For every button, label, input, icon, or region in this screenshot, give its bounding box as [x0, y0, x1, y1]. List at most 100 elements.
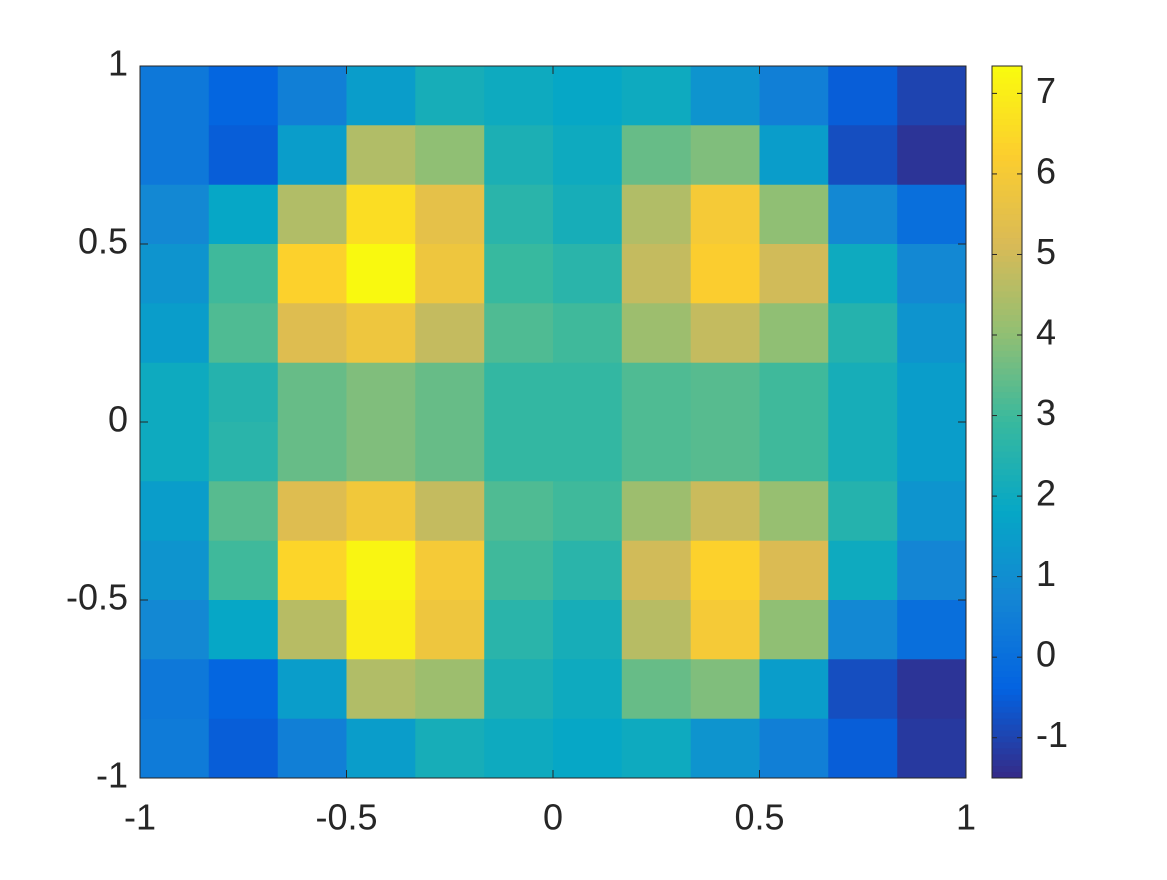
heatmap-cell: [277, 66, 347, 126]
heatmap-cell: [140, 422, 210, 482]
colorbar-segment: [992, 653, 1022, 660]
x-tick-label: 0.5: [734, 797, 784, 838]
colorbar-tick-label: 4: [1036, 312, 1056, 353]
colorbar-segment: [992, 641, 1022, 648]
heatmap-cell: [277, 600, 347, 660]
heatmap-cell: [828, 481, 898, 542]
colorbar-segment: [992, 422, 1022, 429]
colorbar-segment: [992, 202, 1022, 209]
colorbar-segment: [992, 582, 1022, 589]
heatmap-cell: [208, 125, 279, 186]
heatmap-cell: [897, 303, 967, 364]
colorbar-segment: [992, 172, 1022, 180]
heatmap-cell: [553, 422, 623, 482]
colorbar-segment: [992, 321, 1022, 328]
heatmap-cell: [897, 184, 967, 245]
heatmap-cell: [277, 422, 347, 482]
colorbar-segment: [992, 356, 1022, 364]
colorbar-segment: [992, 516, 1022, 524]
colorbar-segment: [992, 712, 1022, 720]
colorbar-segment: [992, 344, 1022, 352]
colorbar-segment: [992, 487, 1022, 494]
axes: -1 -0.5 0 0.5 1 -1 -0.5 0 0.5 1: [66, 43, 976, 838]
heatmap-cell: [208, 659, 279, 720]
heatmap-cell: [484, 659, 554, 720]
heatmap-cell: [277, 184, 347, 245]
heatmap-cell: [690, 362, 760, 423]
heatmap-cell: [553, 659, 623, 720]
heatmap-cell: [759, 600, 829, 660]
heatmap-cell: [828, 540, 898, 601]
heatmap-cell: [897, 481, 967, 542]
heatmap-cell: [415, 184, 485, 245]
colorbar-segment: [992, 718, 1022, 726]
colorbar-tick-label: 6: [1036, 150, 1056, 191]
colorbar-segment: [992, 303, 1022, 310]
colorbar-segment: [992, 101, 1022, 109]
heatmap-cell: [828, 125, 898, 186]
colorbar-segment: [992, 469, 1022, 476]
colorbar-segment: [992, 249, 1022, 257]
colorbar-segment: [992, 107, 1022, 114]
colorbar-tick-label: 0: [1036, 634, 1056, 675]
heatmap-cell: [208, 718, 279, 779]
colorbar-segment: [992, 71, 1022, 79]
colorbar-segment: [992, 570, 1022, 577]
heatmap-cell: [140, 184, 210, 245]
colorbar-segment: [992, 83, 1022, 91]
heatmap-cell: [621, 718, 692, 779]
heatmap-cell: [828, 184, 898, 245]
heatmap-cell: [897, 66, 967, 126]
heatmap-cell: [415, 303, 485, 364]
colorbar-segment: [992, 552, 1022, 559]
heatmap-cell: [346, 481, 416, 542]
heatmap-cell: [621, 66, 692, 126]
heatmap: [140, 66, 967, 779]
colorbar-tick-label: 3: [1036, 392, 1056, 433]
heatmap-cell: [553, 600, 623, 660]
colorbar-segment: [992, 404, 1022, 411]
heatmap-cell: [346, 540, 416, 601]
heatmap-cell: [415, 244, 485, 304]
colorbar-segment: [992, 457, 1022, 465]
heatmap-cell: [415, 659, 485, 720]
heatmap-cell: [690, 540, 760, 601]
heatmap-cell: [484, 125, 554, 186]
heatmap-cell: [140, 66, 210, 126]
colorbar-segment: [992, 89, 1022, 97]
colorbar-segment: [992, 297, 1022, 304]
heatmap-cell: [208, 540, 279, 601]
colorbar-segment: [992, 594, 1022, 601]
heatmap-cell: [621, 600, 692, 660]
heatmap-cell: [140, 659, 210, 720]
colorbar-segment: [992, 77, 1022, 85]
colorbar-segment: [992, 125, 1022, 132]
colorbar-segment: [992, 178, 1022, 186]
colorbar-segment: [992, 623, 1022, 631]
colorbar-segment: [992, 315, 1022, 322]
colorbar-segment: [992, 481, 1022, 488]
colorbar-segment: [992, 327, 1022, 334]
heatmap-cell: [277, 303, 347, 364]
colorbar-segment: [992, 95, 1022, 103]
heatmap-cell: [484, 718, 554, 779]
heatmap-cell: [208, 481, 279, 542]
heatmap-cell: [208, 184, 279, 245]
heatmap-cell: [484, 244, 554, 304]
colorbar-segment: [992, 392, 1022, 399]
heatmap-cell: [897, 718, 967, 779]
colorbar-segment: [992, 362, 1022, 370]
colorbar-segment: [992, 433, 1022, 441]
colorbar-segment: [992, 647, 1022, 654]
colorbar-segment: [992, 748, 1022, 755]
colorbar-segment: [992, 760, 1022, 767]
heatmap-cell: [759, 362, 829, 423]
heatmap-cell: [759, 718, 829, 779]
heatmap-cell: [621, 244, 692, 304]
heatmap-cell: [553, 244, 623, 304]
heatmap-cell: [140, 244, 210, 304]
colorbar-segment: [992, 273, 1022, 281]
colorbar-segment: [992, 499, 1022, 506]
colorbar-segment: [992, 689, 1022, 696]
